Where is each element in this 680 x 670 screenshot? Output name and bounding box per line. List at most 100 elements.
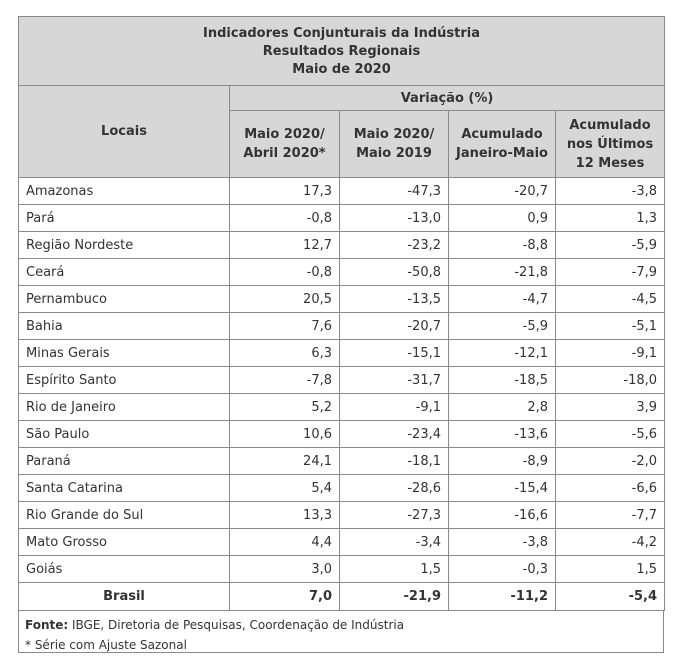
location-cell: Amazonas bbox=[18, 177, 230, 205]
location-cell: Mato Grosso bbox=[18, 528, 230, 556]
source-note: Fonte: IBGE, Diretoria de Pesquisas, Coo… bbox=[25, 618, 405, 632]
value-cell: 3,9 bbox=[554, 393, 666, 421]
value-cell: -7,7 bbox=[554, 501, 666, 529]
value-cell: 24,1 bbox=[229, 447, 340, 475]
value-cell: -21,9 bbox=[339, 582, 449, 611]
value-cell: -5,9 bbox=[448, 312, 556, 340]
value-cell: 2,8 bbox=[448, 393, 556, 421]
header-col-12m: Acumulado nos Últimos 12 Meses bbox=[554, 110, 666, 178]
location-cell: Pernambuco bbox=[18, 285, 230, 313]
table-row: Bahia 7,6 -20,7 -5,9 -5,1 bbox=[18, 312, 666, 340]
value-cell: -20,7 bbox=[448, 177, 556, 205]
table-row: Paraná 24,1 -18,1 -8,9 -2,0 bbox=[18, 447, 666, 475]
value-cell: 17,3 bbox=[229, 177, 340, 205]
value-cell: -18,5 bbox=[448, 366, 556, 394]
header-col-ytd: Acumulado Janeiro-Maio bbox=[448, 110, 556, 178]
location-cell: Rio de Janeiro bbox=[18, 393, 230, 421]
value-cell: 3,0 bbox=[229, 555, 340, 583]
location-cell: Bahia bbox=[18, 312, 230, 340]
value-cell: -0,8 bbox=[229, 258, 340, 286]
value-cell: -27,3 bbox=[339, 501, 449, 529]
table-title: Indicadores Conjunturais da Indústria Re… bbox=[17, 16, 666, 86]
value-cell: -11,2 bbox=[448, 582, 556, 611]
table-row: São Paulo 10,6 -23,4 -13,6 -5,6 bbox=[18, 420, 666, 448]
table-row: Rio de Janeiro 5,2 -9,1 2,8 3,9 bbox=[18, 393, 666, 421]
table-row: Região Nordeste 12,7 -23,2 -8,8 -5,9 bbox=[18, 231, 666, 259]
location-cell: Brasil bbox=[18, 582, 230, 611]
title-line-3: Maio de 2020 bbox=[292, 62, 391, 77]
table-row: Rio Grande do Sul 13,3 -27,3 -16,6 -7,7 bbox=[18, 501, 666, 529]
value-cell: 10,6 bbox=[229, 420, 340, 448]
location-cell: Minas Gerais bbox=[18, 339, 230, 367]
value-cell: 7,6 bbox=[229, 312, 340, 340]
location-cell: São Paulo bbox=[18, 420, 230, 448]
value-cell: -13,5 bbox=[339, 285, 449, 313]
value-cell: -8,8 bbox=[448, 231, 556, 259]
title-line-1: Indicadores Conjunturais da Indústria bbox=[203, 26, 480, 41]
value-cell: -20,7 bbox=[339, 312, 449, 340]
value-cell: -4,2 bbox=[554, 528, 666, 556]
value-cell: -31,7 bbox=[339, 366, 449, 394]
value-cell: -4,5 bbox=[554, 285, 666, 313]
table-row: Espírito Santo -7,8 -31,7 -18,5 -18,0 bbox=[18, 366, 666, 394]
value-cell: 0,9 bbox=[448, 204, 556, 232]
value-cell: 1,5 bbox=[339, 555, 449, 583]
value-cell: -18,0 bbox=[554, 366, 666, 394]
header-variacao: Variação (%) bbox=[228, 85, 666, 111]
value-cell: -15,4 bbox=[448, 474, 556, 502]
value-cell: 1,3 bbox=[554, 204, 666, 232]
location-cell: Região Nordeste bbox=[18, 231, 230, 259]
value-cell: -0,8 bbox=[229, 204, 340, 232]
value-cell: -5,9 bbox=[554, 231, 666, 259]
value-cell: 20,5 bbox=[229, 285, 340, 313]
title-line-2: Resultados Regionais bbox=[262, 44, 421, 59]
value-cell: 4,4 bbox=[229, 528, 340, 556]
value-cell: -16,6 bbox=[448, 501, 556, 529]
seasonal-adjustment-note: * Série com Ajuste Sazonal bbox=[25, 638, 187, 652]
table-footnote: Fonte: IBGE, Diretoria de Pesquisas, Coo… bbox=[18, 611, 664, 653]
value-cell: -5,4 bbox=[554, 582, 666, 611]
value-cell: -23,4 bbox=[339, 420, 449, 448]
regional-indicators-table: Indicadores Conjunturais da Indústria Re… bbox=[17, 16, 666, 611]
value-cell: 5,4 bbox=[229, 474, 340, 502]
value-cell: -18,1 bbox=[339, 447, 449, 475]
table-row: Pernambuco 20,5 -13,5 -4,7 -4,5 bbox=[18, 285, 666, 313]
location-cell: Paraná bbox=[18, 447, 230, 475]
value-cell: -0,3 bbox=[448, 555, 556, 583]
value-cell: -13,0 bbox=[339, 204, 449, 232]
table-row: Santa Catarina 5,4 -28,6 -15,4 -6,6 bbox=[18, 474, 666, 502]
value-cell: -12,1 bbox=[448, 339, 556, 367]
value-cell: -5,1 bbox=[554, 312, 666, 340]
value-cell: 6,3 bbox=[229, 339, 340, 367]
value-cell: -7,9 bbox=[554, 258, 666, 286]
value-cell: -5,6 bbox=[554, 420, 666, 448]
value-cell: -9,1 bbox=[554, 339, 666, 367]
value-cell: -47,3 bbox=[339, 177, 449, 205]
value-cell: -13,6 bbox=[448, 420, 556, 448]
location-cell: Espírito Santo bbox=[18, 366, 230, 394]
value-cell: -2,0 bbox=[554, 447, 666, 475]
value-cell: -6,6 bbox=[554, 474, 666, 502]
value-cell: -3,8 bbox=[554, 177, 666, 205]
value-cell: -3,4 bbox=[339, 528, 449, 556]
table-row: Amazonas 17,3 -47,3 -20,7 -3,8 bbox=[18, 177, 666, 205]
table-row: Pará -0,8 -13,0 0,9 1,3 bbox=[18, 204, 666, 232]
value-cell: 12,7 bbox=[229, 231, 340, 259]
table-row: Mato Grosso 4,4 -3,4 -3,8 -4,2 bbox=[18, 528, 666, 556]
value-cell: 5,2 bbox=[229, 393, 340, 421]
value-cell: -21,8 bbox=[448, 258, 556, 286]
data-table-container: Indicadores Conjunturais da Indústria Re… bbox=[17, 16, 666, 653]
value-cell: -9,1 bbox=[339, 393, 449, 421]
value-cell: -4,7 bbox=[448, 285, 556, 313]
value-cell: 1,5 bbox=[554, 555, 666, 583]
value-cell: -3,8 bbox=[448, 528, 556, 556]
table-row: Goiás 3,0 1,5 -0,3 1,5 bbox=[18, 555, 666, 583]
value-cell: 7,0 bbox=[229, 582, 340, 611]
value-cell: -15,1 bbox=[339, 339, 449, 367]
value-cell: -8,9 bbox=[448, 447, 556, 475]
value-cell: -50,8 bbox=[339, 258, 449, 286]
location-cell: Rio Grande do Sul bbox=[18, 501, 230, 529]
value-cell: 13,3 bbox=[229, 501, 340, 529]
value-cell: -7,8 bbox=[229, 366, 340, 394]
location-cell: Pará bbox=[18, 204, 230, 232]
